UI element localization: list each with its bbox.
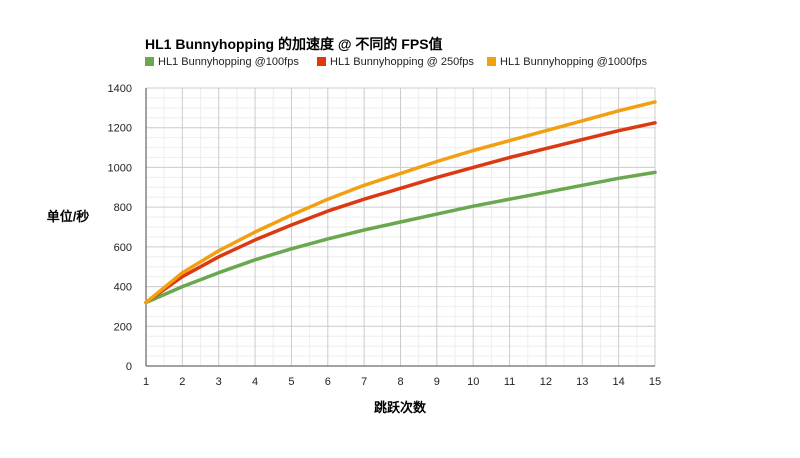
x-tick-label: 10 [467,376,479,388]
y-axis-label: 单位/秒 [47,209,90,224]
series-line-2 [144,121,657,305]
x-tick-label: 5 [288,376,294,388]
legend-label: HL1 Bunnyhopping @1000fps [500,56,647,68]
axes [145,88,655,367]
legend-label: HL1 Bunnyhopping @100fps [158,56,299,68]
legend-item: HL1 Bunnyhopping @100fps [145,56,299,68]
x-tick-label: 7 [361,376,367,388]
y-tick-label: 600 [114,242,132,254]
x-tick-labels: 1 2 3 4 5 6 7 8 9 10 11 12 13 14 15 [143,376,661,388]
x-tick-label: 9 [434,376,440,388]
legend-swatch [145,57,154,66]
x-tick-label: 1 [143,376,149,388]
x-tick-label: 6 [325,376,331,388]
y-tick-label: 1000 [108,162,132,174]
y-tick-label: 1400 [108,83,132,95]
x-tick-label: 8 [397,376,403,388]
x-tick-label: 4 [252,376,258,388]
x-tick-label: 3 [216,376,222,388]
y-tick-label: 0 [126,361,132,373]
series-line-1 [144,170,657,305]
legend-label: HL1 Bunnyhopping @ 250fps [330,56,474,68]
legend-item: HL1 Bunnyhopping @ 250fps [317,56,474,68]
x-tick-label: 2 [179,376,185,388]
x-tick-label: 14 [613,376,625,388]
x-tick-label: 11 [504,376,515,388]
y-tick-label: 1200 [108,123,132,135]
y-tick-label: 400 [114,282,132,294]
y-tick-label: 800 [114,202,132,214]
series-lines [144,100,657,305]
legend-swatch [317,57,326,66]
y-tick-labels: 0 200 400 600 800 1000 1200 1400 [108,83,132,373]
legend-swatch [487,57,496,66]
grid-major [146,87,656,366]
series-line-3 [144,100,657,305]
x-axis-label: 跳跃次数 [374,400,427,415]
legend-item: HL1 Bunnyhopping @1000fps [487,56,647,68]
chart-title: HL1 Bunnyhopping 的加速度 @ 不同的 FPS值 [145,36,443,52]
x-tick-label: 13 [576,376,588,388]
y-tick-label: 200 [114,321,132,333]
x-tick-label: 15 [649,376,661,388]
legend: HL1 Bunnyhopping @100fps HL1 Bunnyhopping… [145,56,647,68]
x-tick-label: 12 [540,376,552,388]
